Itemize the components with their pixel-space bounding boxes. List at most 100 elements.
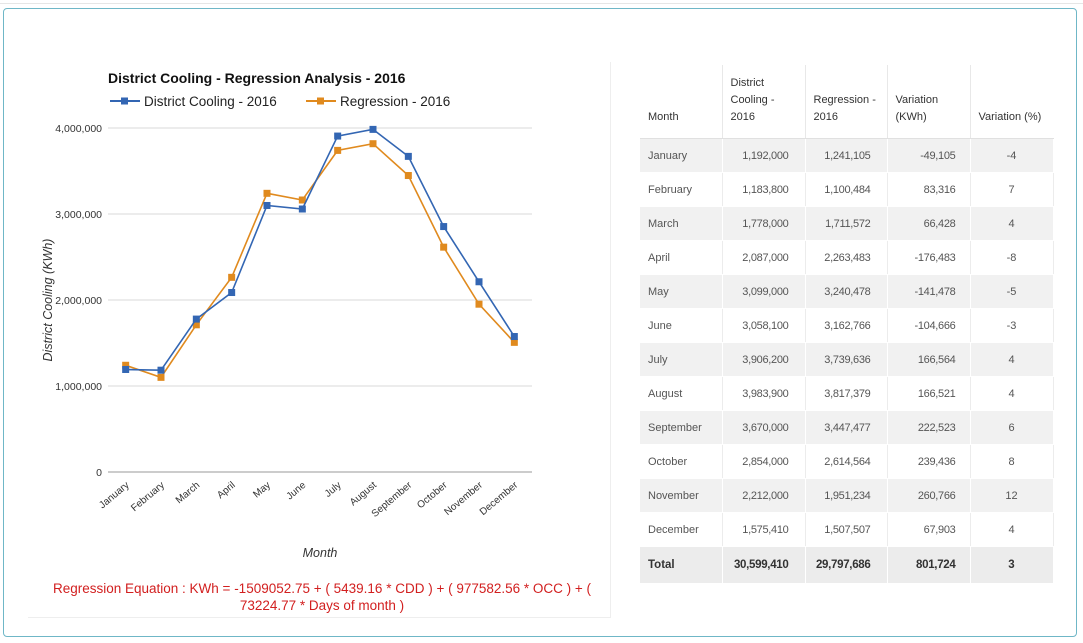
cell-regression: 3,447,477 (805, 410, 888, 445)
cell-regression: 3,817,379 (805, 376, 888, 411)
table-row: January 1,192,000 1,241,105 -49,105 -4 (640, 138, 1054, 173)
cell-regression: 1,100,484 (805, 172, 888, 207)
table-row: November 2,212,000 1,951,234 260,766 12 (640, 478, 1054, 513)
cell-variation-pct: 7 (970, 172, 1054, 207)
cell-variation-kwh: 260,766 (887, 478, 971, 513)
cell-variation-pct: 4 (970, 512, 1054, 547)
x-axis-label: Month (303, 546, 338, 560)
data-point (263, 201, 271, 209)
cell-variation-pct: 6 (970, 410, 1054, 445)
table-row: December 1,575,410 1,507,507 67,903 4 (640, 512, 1054, 547)
cell-district-cooling: 3,058,100 (722, 308, 806, 343)
legend-marker (121, 97, 128, 105)
table-row: August 3,983,900 3,817,379 166,521 4 (640, 376, 1054, 411)
cell-variation-kwh: 66,428 (887, 206, 971, 241)
y-tick-label: 4,000,000 (55, 123, 102, 135)
x-tick-label: February (129, 480, 167, 514)
cell-variation-kwh: -141,478 (887, 274, 971, 309)
header-variation-pct: Variation (%) (970, 65, 1053, 139)
legend-label: District Cooling - 2016 (144, 94, 277, 109)
x-tick-label: August (348, 480, 379, 509)
cell-month: December (640, 512, 723, 547)
data-point (228, 289, 236, 297)
cell-variation-kwh: 166,564 (887, 342, 971, 377)
x-tick-label: January (97, 480, 131, 511)
data-table: Month District Cooling - 2016 Regression… (640, 65, 1054, 584)
cell-regression: 1,951,234 (805, 478, 888, 513)
cell-district-cooling: 2,087,000 (722, 240, 806, 275)
y-tick-label: 0 (96, 467, 102, 479)
table-header-row: Month District Cooling - 2016 Regression… (640, 65, 1053, 139)
data-point (157, 373, 165, 381)
table-row: May 3,099,000 3,240,478 -141,478 -5 (640, 274, 1054, 309)
series-line-0 (125, 128, 516, 372)
cell-district-cooling: 2,212,000 (722, 478, 806, 513)
series-line-1 (125, 142, 515, 379)
top-divider (0, 0, 1083, 4)
data-point (263, 189, 271, 197)
table-row: September 3,670,000 3,447,477 222,523 6 (640, 410, 1054, 445)
cell-month: August (640, 376, 723, 411)
header-district-cooling: District Cooling - 2016 (722, 65, 806, 139)
data-point (440, 243, 448, 251)
legend-label: Regression - 2016 (340, 94, 450, 109)
cell-variation-kwh: 166,521 (887, 376, 971, 411)
cell-month: November (640, 478, 723, 513)
total-cell-district-cooling: 30,599,410 (722, 546, 806, 584)
cell-month: April (640, 240, 723, 275)
cell-month: October (640, 444, 723, 479)
cell-regression: 2,614,564 (805, 444, 888, 479)
cell-variation-pct: -5 (970, 274, 1054, 309)
total-cell-month: Total (640, 546, 723, 584)
data-point (334, 146, 342, 154)
data-point (298, 196, 306, 204)
data-point (369, 125, 377, 133)
cell-month: June (640, 308, 723, 343)
total-cell-variation-kwh: 801,724 (887, 546, 971, 584)
data-point (510, 338, 518, 346)
cell-month: February (640, 172, 723, 207)
y-axis-label: District Cooling (KWh) (41, 239, 55, 362)
data-point (475, 278, 483, 286)
y-tick-label: 1,000,000 (55, 381, 102, 393)
cell-regression: 2,263,483 (805, 240, 888, 275)
data-point (369, 140, 377, 148)
x-tick-label: March (174, 480, 202, 506)
data-point (122, 361, 130, 369)
cell-district-cooling: 1,778,000 (722, 206, 806, 241)
cell-variation-pct: 4 (970, 342, 1054, 377)
cell-variation-pct: 8 (970, 444, 1054, 479)
x-tick-label: June (285, 480, 309, 503)
table-total-row: Total 30,599,410 29,797,686 801,724 3 (640, 546, 1054, 584)
data-point (298, 205, 306, 213)
table-row: March 1,778,000 1,711,572 66,428 4 (640, 206, 1054, 241)
header-variation-kwh: Variation (KWh) (887, 65, 971, 139)
cell-district-cooling: 1,192,000 (722, 138, 806, 173)
table-row: October 2,854,000 2,614,564 239,436 8 (640, 444, 1054, 479)
cell-variation-pct: 4 (970, 376, 1054, 411)
header-month: Month (640, 65, 723, 139)
cell-variation-kwh: 222,523 (887, 410, 971, 445)
cell-variation-pct: -4 (970, 138, 1054, 173)
cell-month: September (640, 410, 723, 445)
cell-variation-kwh: 239,436 (887, 444, 971, 479)
total-cell-regression: 29,797,686 (805, 546, 888, 584)
x-tick-label: July (323, 480, 344, 500)
chart-panel: District Cooling - Regression Analysis -… (28, 62, 611, 618)
table-row: June 3,058,100 3,162,766 -104,666 -3 (640, 308, 1054, 343)
data-point (440, 223, 448, 231)
cell-variation-kwh: 67,903 (887, 512, 971, 547)
data-point (404, 152, 412, 160)
cell-variation-pct: 12 (970, 478, 1054, 513)
cell-district-cooling: 3,670,000 (722, 410, 806, 445)
line-chart: District Cooling - Regression Analysis -… (41, 70, 532, 560)
cell-district-cooling: 1,183,800 (722, 172, 806, 207)
cell-regression: 1,507,507 (805, 512, 888, 547)
cell-month: March (640, 206, 723, 241)
cell-variation-kwh: -176,483 (887, 240, 971, 275)
cell-regression: 1,241,105 (805, 138, 888, 173)
table-row: July 3,906,200 3,739,636 166,564 4 (640, 342, 1054, 377)
cell-variation-pct: 4 (970, 206, 1054, 241)
table-row: April 2,087,000 2,263,483 -176,483 -8 (640, 240, 1054, 275)
data-point (192, 315, 200, 323)
